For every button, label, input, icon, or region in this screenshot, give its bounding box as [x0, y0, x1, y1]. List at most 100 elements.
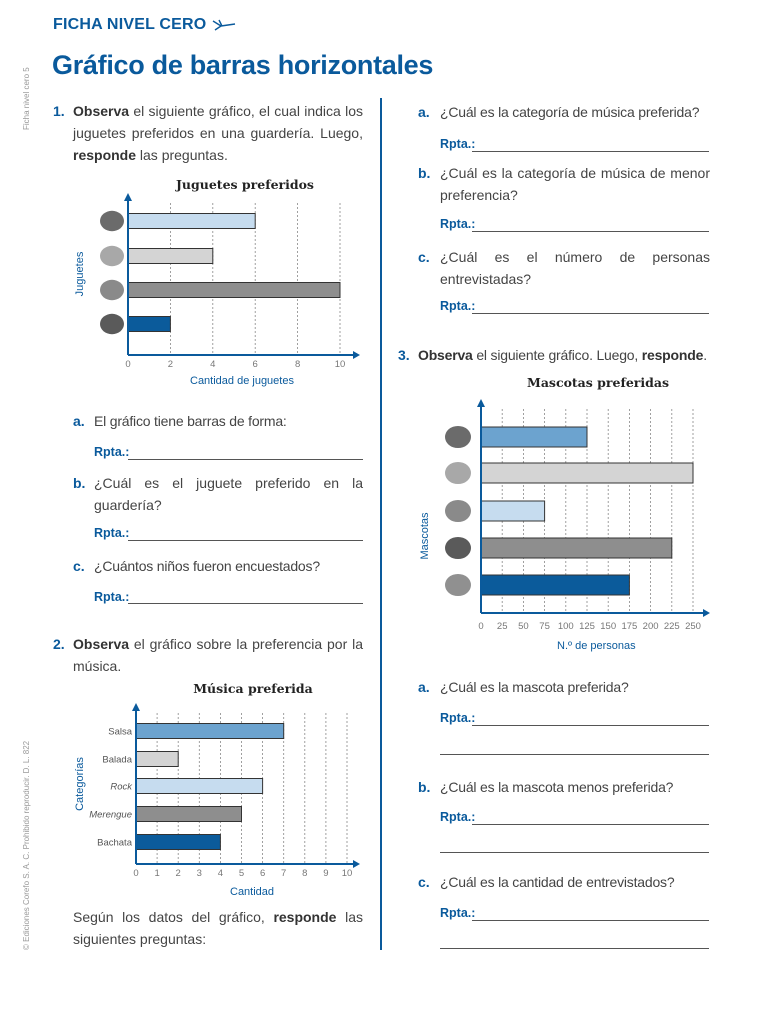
- chart2-tick-label: 1: [154, 868, 159, 879]
- q2c-rpta-label: Rpta.:: [440, 299, 476, 313]
- chart2-x-arrow-icon: [353, 860, 360, 868]
- chart2-y-arrow-icon: [132, 703, 140, 711]
- q3b-answer-line[interactable]: [472, 824, 709, 825]
- q1-prompt: Observa el siguiente gráfico, el cual in…: [73, 100, 363, 166]
- chart3-bar: [480, 462, 694, 484]
- chart3-tick-label: 125: [579, 621, 595, 632]
- parrot-icon: [445, 499, 471, 523]
- chart1-title: Juguetes preferidos: [176, 177, 314, 192]
- doll-icon: [100, 245, 124, 267]
- chart2-tick-label: 8: [302, 868, 307, 879]
- doll-shape: [100, 245, 124, 267]
- q2b-letter: b.: [418, 165, 431, 181]
- q2-prompt: Observa el gráfico sobre la preferencia …: [73, 633, 363, 677]
- chart1-x-arrow-icon: [353, 351, 360, 359]
- q1a-letter: a.: [73, 413, 85, 429]
- q3c-letter: c.: [418, 874, 430, 890]
- chart3-x-arrow-icon: [703, 609, 710, 617]
- dragonfly-icon: [212, 19, 236, 31]
- chart3-xlabel: N.º de personas: [557, 640, 636, 652]
- q1b-letter: b.: [73, 475, 86, 491]
- q3a-answer-line-2[interactable]: [440, 754, 709, 755]
- q3a-letter: a.: [418, 679, 430, 695]
- q1a-answer-line[interactable]: [128, 459, 363, 460]
- teddy-bear-icon: [100, 313, 124, 335]
- q1-text1: el siguiente gráfico, el cual indica los…: [73, 103, 363, 141]
- chart2-tick-label: 2: [176, 868, 181, 879]
- q2c-text: ¿Cuál es el número de personas entrevist…: [440, 249, 710, 287]
- q2a-answer-line[interactable]: [472, 151, 709, 152]
- kicker-text: FICHA NIVEL CERO: [53, 16, 207, 33]
- airplane-icon: [100, 279, 124, 301]
- chart3-tick-label: 75: [539, 621, 550, 632]
- q1c-answer-line[interactable]: [128, 603, 363, 604]
- chart3-tick-label: 250: [685, 621, 701, 632]
- chart3-bar: [480, 426, 588, 448]
- q3c-answer-line[interactable]: [472, 920, 709, 921]
- chart3-tick-label: 50: [518, 621, 529, 632]
- q3b-rpta-label: Rpta.:: [440, 810, 476, 824]
- parrot-shape: [445, 499, 471, 523]
- q1a-rpta-label: Rpta.:: [94, 445, 130, 459]
- q1c-rpta-label: Rpta.:: [94, 590, 130, 604]
- chart3-title: Mascotas preferidas: [526, 375, 669, 390]
- q1c-text: ¿Cuántos niños fueron encuestados?: [94, 558, 320, 574]
- chart2-tick-label: 7: [281, 868, 286, 879]
- chart2-category-label: Balada: [102, 755, 132, 766]
- cat-shape: [445, 573, 471, 597]
- rabbit-icon: [445, 461, 471, 485]
- q2-followup: Según los datos del gráfico, responde la…: [73, 906, 363, 950]
- q3-bold2: responde: [641, 347, 704, 363]
- chart1-tick-label: 8: [295, 359, 300, 370]
- chart1-tick-label: 2: [168, 359, 173, 370]
- q3a-answer-line[interactable]: [472, 725, 709, 726]
- q3-text2: .: [703, 347, 707, 363]
- ball-shape: [100, 210, 124, 232]
- chart3-tick-label: 175: [621, 621, 637, 632]
- q3-text1: el siguiente gráfico. Luego,: [472, 347, 642, 363]
- q3b-letter: b.: [418, 779, 431, 795]
- chart2-bar: [135, 751, 179, 767]
- chart3-tick-label: 0: [478, 621, 483, 632]
- q2a-letter: a.: [418, 104, 430, 120]
- chart1-bar: [127, 213, 256, 229]
- chart2-xlabel: Cantidad: [230, 886, 275, 898]
- q3c-rpta-label: Rpta.:: [440, 906, 476, 920]
- q2b-answer-line[interactable]: [472, 231, 709, 232]
- chart2-tick-label: 5: [239, 868, 244, 879]
- chart1-bar: [127, 282, 341, 298]
- q2-text1: el gráfico sobre la preferencia por la m…: [73, 636, 363, 674]
- q2c-answer-line[interactable]: [472, 313, 709, 314]
- q2b-rpta-label: Rpta.:: [440, 217, 476, 231]
- chart3-y-arrow-icon: [477, 399, 485, 407]
- chart2-tick-label: 3: [197, 868, 202, 879]
- q3-bold1: Observa: [418, 347, 473, 363]
- chart3-tick-label: 25: [497, 621, 508, 632]
- chart2-tick-label: 6: [260, 868, 265, 879]
- chart3-bar: [480, 574, 630, 596]
- q3-prompt: Observa el siguiente gráfico. Luego, res…: [418, 344, 707, 366]
- rabbit-shape: [445, 461, 471, 485]
- chart2-category-label: Salsa: [108, 727, 132, 738]
- q1b-answer-line[interactable]: [128, 540, 363, 541]
- q1c-letter: c.: [73, 558, 85, 574]
- q3c-text: ¿Cuál es la cantidad de entrevistados?: [440, 874, 675, 890]
- q1-bold1: Observa: [73, 103, 130, 119]
- chart2-category-label: Merengue: [89, 810, 132, 821]
- q3c-answer-line-2[interactable]: [440, 948, 709, 949]
- chart2-category-label: Bachata: [97, 838, 133, 849]
- q2-followup-text: Según los datos del gráfico,: [73, 909, 274, 925]
- q3b-answer-line-2[interactable]: [440, 852, 709, 853]
- chart1-tick-label: 4: [210, 359, 215, 370]
- q2a-text: ¿Cuál es la categoría de música preferid…: [440, 104, 700, 120]
- dog-icon: [445, 536, 471, 560]
- chart3-bar: [480, 500, 546, 522]
- chart2-bar: [135, 778, 264, 794]
- q2c-letter: c.: [418, 249, 430, 265]
- q2-number: 2.: [53, 636, 65, 652]
- q3a-text: ¿Cuál es la mascota preferida?: [440, 679, 629, 695]
- q1b-text: ¿Cuál es el juguete preferido en la guar…: [94, 475, 363, 513]
- chart2-title: Música preferida: [193, 681, 313, 696]
- chart3-tick-label: 150: [600, 621, 616, 632]
